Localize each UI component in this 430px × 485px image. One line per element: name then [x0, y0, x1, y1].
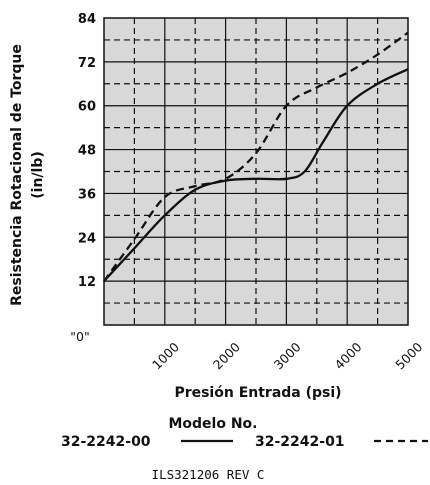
x-tick-label: 4000: [331, 339, 364, 372]
y-axis-title: Resistencia Rotacional de Torque: [9, 44, 25, 306]
grid-lines: [104, 18, 408, 325]
y-tick-label: 72: [78, 56, 96, 71]
series-line-1: [103, 68, 409, 282]
series-lines: [103, 31, 409, 282]
x-tick-label: 2000: [210, 339, 243, 372]
x-axis-ticks: "0" 1000 2000 3000 4000 5000: [70, 329, 425, 372]
y-tick-label: 48: [78, 144, 96, 159]
y-tick-label: 24: [78, 231, 96, 246]
y-tick-label: 12: [78, 275, 96, 290]
y-axis-unit: (in/lb): [30, 151, 46, 199]
x-axis-title: Presión Entrada (psi): [174, 385, 341, 401]
y-tick-label: 36: [78, 187, 96, 202]
legend-label-series-2: 32-2242-01: [255, 434, 345, 450]
legend-label-series-1: 32-2242-00: [61, 434, 151, 450]
y-axis-ticks: 12 24 36 48 60 72 84: [78, 12, 96, 290]
x-tick-label: 1000: [149, 339, 182, 372]
series-line-2: [103, 31, 409, 282]
x-tick-label: "0": [70, 329, 89, 344]
y-tick-label: 84: [78, 12, 96, 27]
drawing-reference: ILS321206 REV C: [152, 467, 265, 482]
legend-title: Modelo No.: [168, 416, 257, 432]
x-tick-label: 5000: [392, 339, 425, 372]
x-tick-label: 3000: [271, 339, 304, 372]
plot-frame: [103, 17, 409, 326]
y-tick-label: 60: [78, 100, 96, 115]
